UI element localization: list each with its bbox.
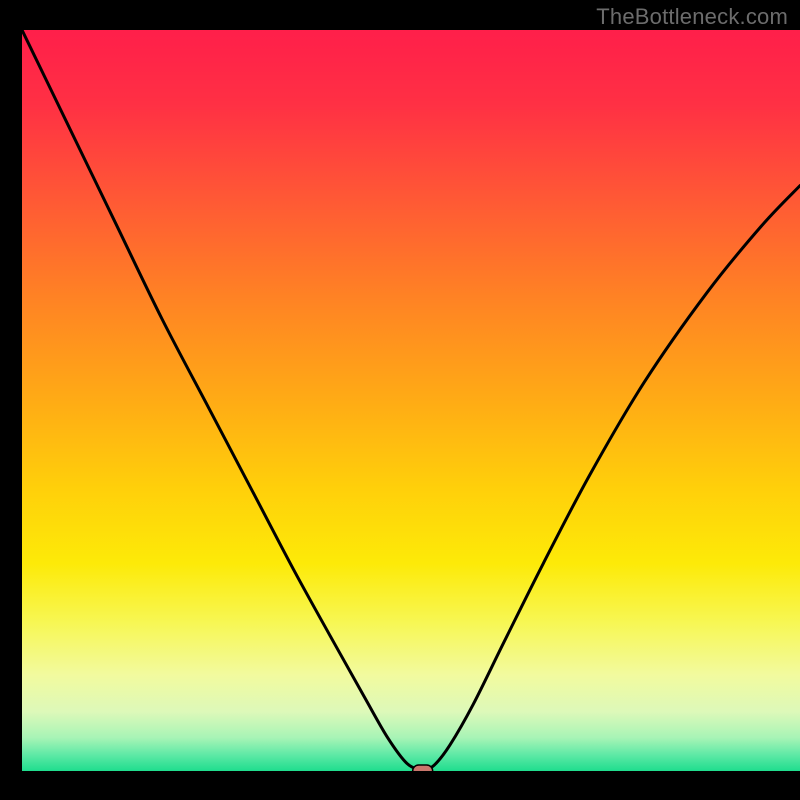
chart-container: TheBottleneck.com bbox=[0, 0, 800, 800]
chart-svg bbox=[0, 0, 800, 800]
watermark-text: TheBottleneck.com bbox=[596, 4, 788, 30]
gradient-background bbox=[22, 30, 800, 771]
plot-area bbox=[22, 30, 800, 777]
